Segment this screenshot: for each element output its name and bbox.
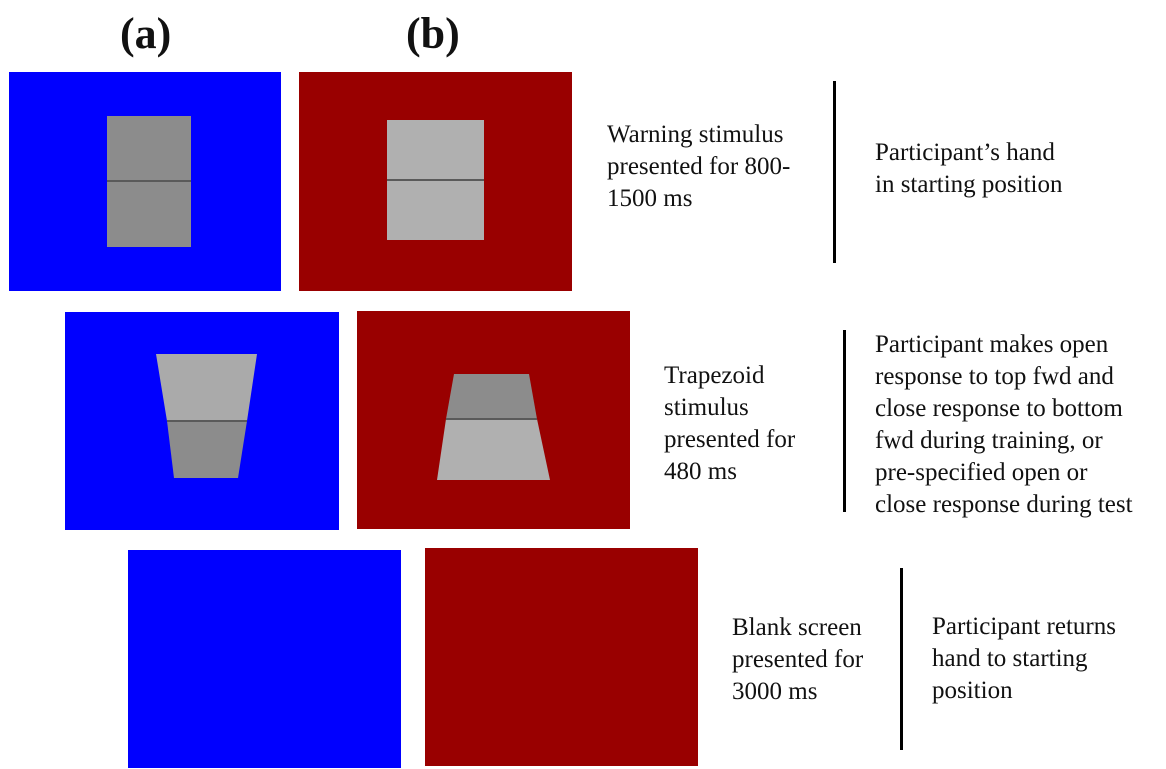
- trapezoid-screen-b: [357, 311, 630, 529]
- row1-response-text: Participant’s hand in starting position: [875, 139, 1063, 198]
- screen-background: [425, 548, 698, 766]
- row2-response-text: Participant makes open response to top f…: [875, 331, 1133, 518]
- warning-screen-a: [9, 72, 281, 291]
- warning-screen-b: [299, 72, 572, 291]
- row2-event-text: Trapezoid stimulus presented for 480 ms: [664, 362, 796, 485]
- column-label-a: (a): [120, 9, 172, 58]
- trapezoid-screen-a: [65, 312, 339, 530]
- screen-background: [128, 550, 401, 768]
- row3-event-text: Blank screen presented for 3000 ms: [732, 614, 864, 705]
- blank-screen-a: [128, 550, 401, 768]
- row2-divider: [843, 330, 846, 512]
- stimulus-top-half: [387, 120, 484, 180]
- trapezoid-top-half: [156, 354, 257, 421]
- trapezoid-bottom-half: [437, 419, 550, 480]
- row3-divider: [900, 568, 903, 750]
- stimulus-bottom-half: [107, 181, 191, 247]
- row3-response-text: Participant returns hand to starting pos…: [932, 613, 1116, 704]
- trapezoid-bottom-half: [167, 421, 247, 478]
- row1-divider: [833, 81, 836, 263]
- blank-screen-b: [425, 548, 698, 766]
- trapezoid-top-half: [446, 374, 537, 419]
- column-label-b: (b): [406, 9, 460, 58]
- stimulus-top-half: [107, 116, 191, 181]
- stimulus-bottom-half: [387, 180, 484, 240]
- row1-event-text: Warning stimulus presented for 800- 1500…: [607, 121, 791, 212]
